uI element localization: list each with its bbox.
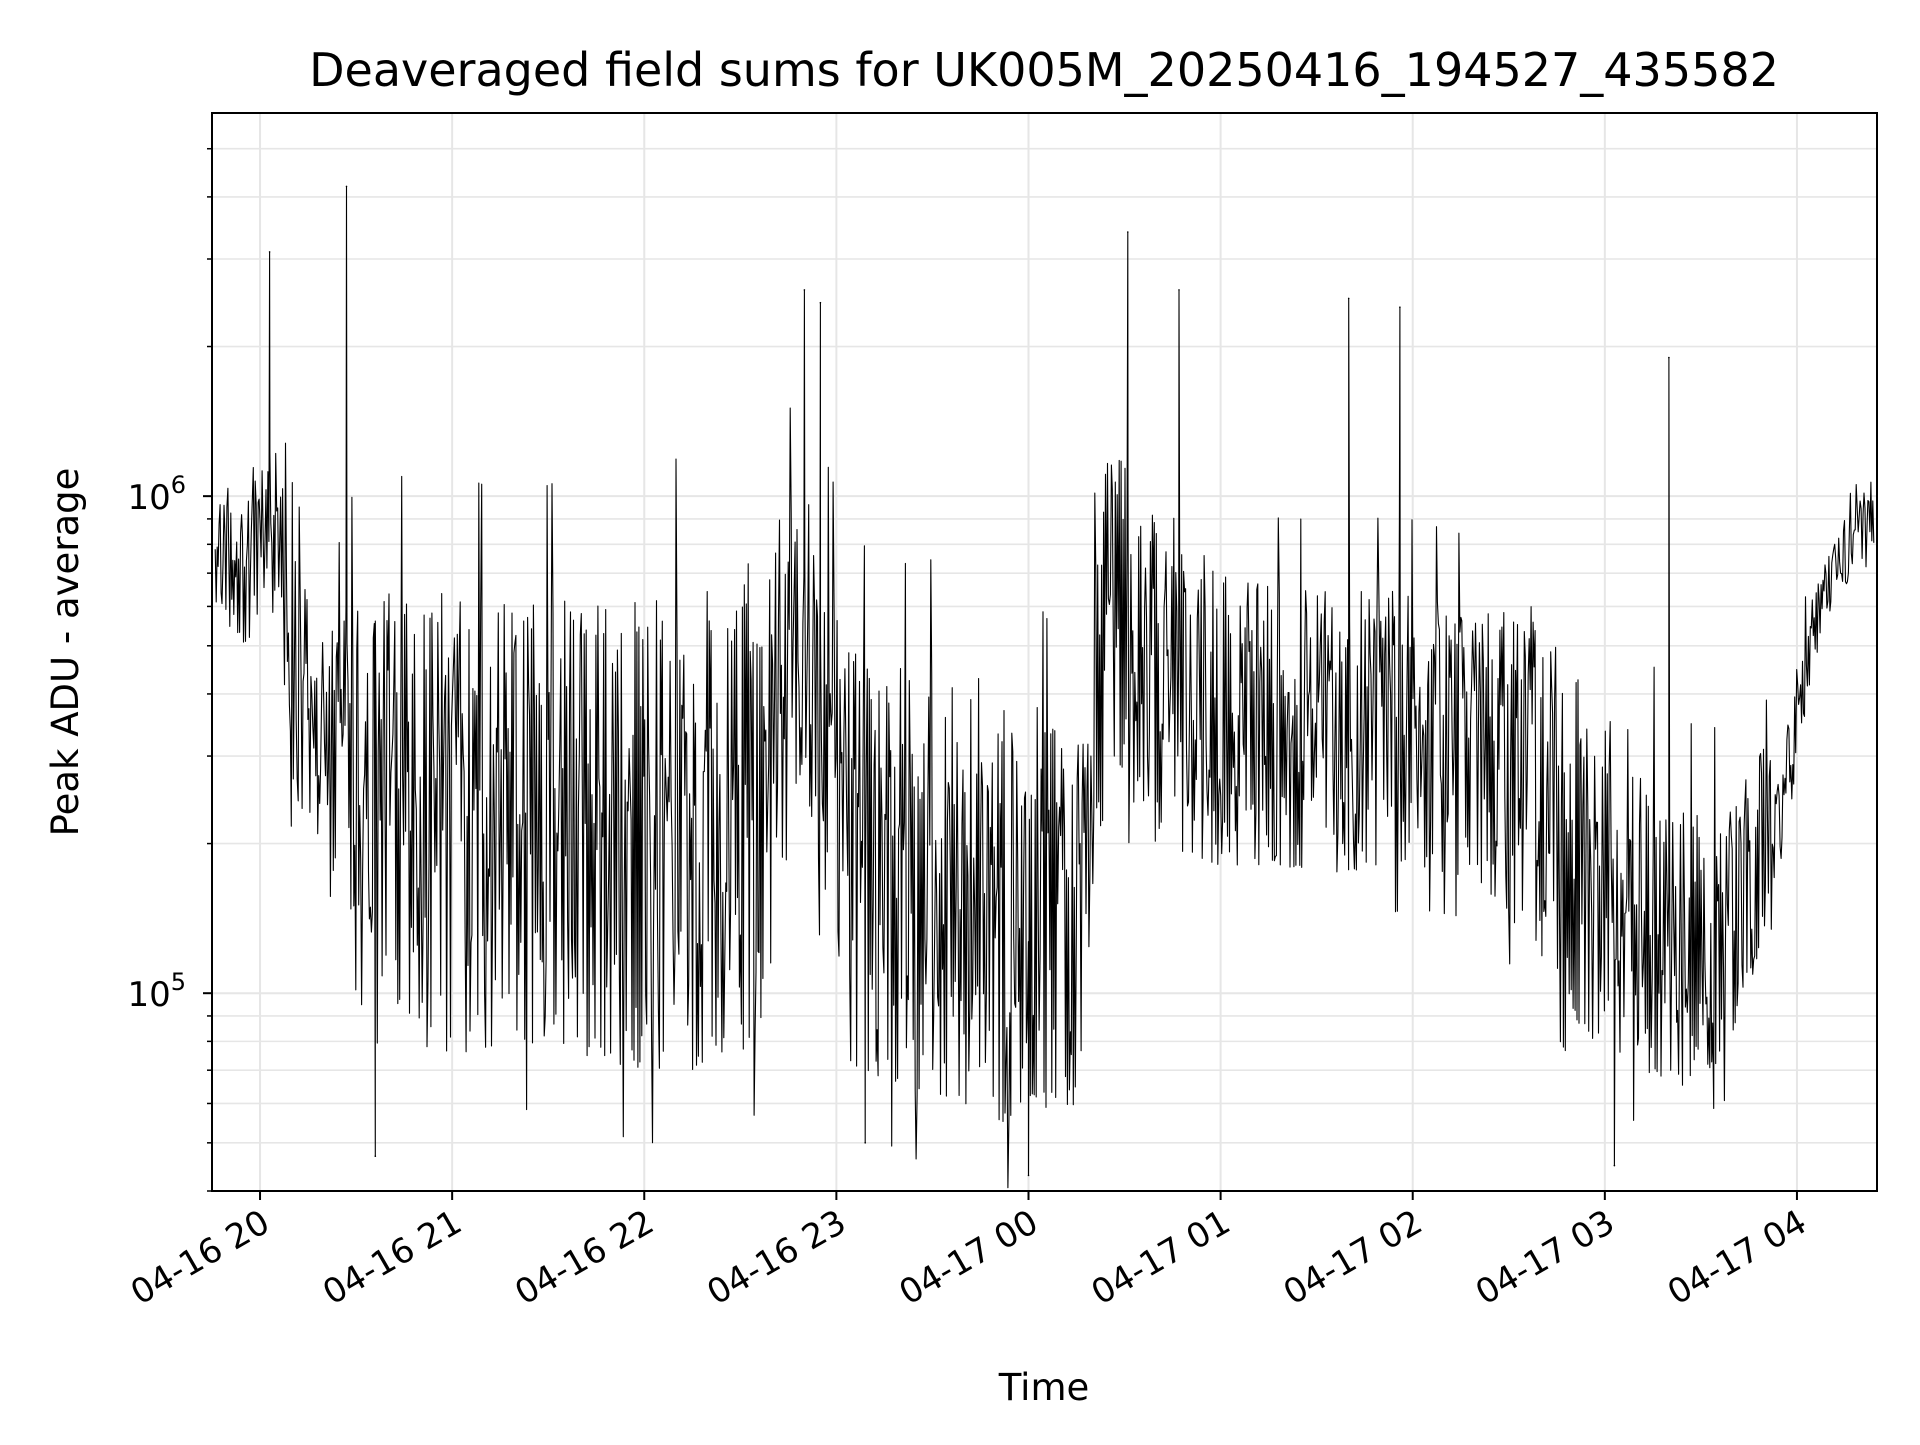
peak-point <box>819 301 822 304</box>
grid <box>212 113 1877 1192</box>
peak-point <box>1347 297 1350 300</box>
plot-frame <box>211 112 1878 1192</box>
series-line <box>214 185 1875 1189</box>
x-axis-label: Time <box>998 1366 1090 1409</box>
peak-point <box>345 185 348 188</box>
peak-point <box>1399 306 1401 309</box>
peak-point <box>1027 1174 1030 1177</box>
peak-point <box>1178 289 1180 291</box>
y-axis: 105 106 <box>127 147 212 1192</box>
plot-area <box>214 185 1875 1189</box>
y-tick-label: 106 <box>127 471 186 518</box>
peak-point <box>268 251 271 253</box>
y-tick-label: 105 <box>127 968 186 1015</box>
chart-title: Deaveraged field sums for UK005M_2025041… <box>309 43 1779 97</box>
peak-point <box>864 1142 866 1144</box>
peak-point <box>803 289 806 291</box>
y-axis-label: Peak ADU - average <box>44 468 87 837</box>
peak-point <box>1668 356 1670 359</box>
peak-point <box>374 1155 377 1157</box>
peak-point <box>1127 231 1129 233</box>
peak-point <box>1613 1164 1616 1167</box>
